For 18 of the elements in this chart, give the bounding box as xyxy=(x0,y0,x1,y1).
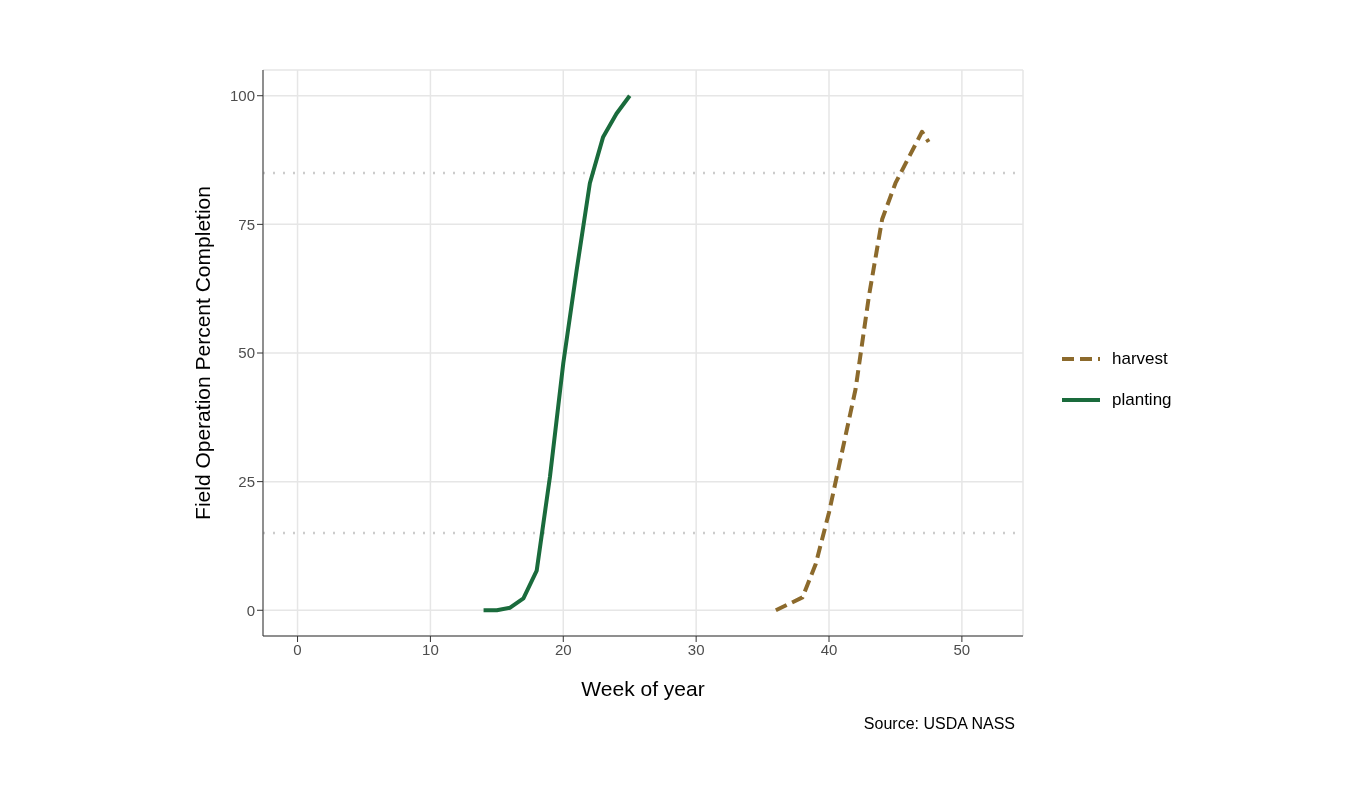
y-tick-label: 0 xyxy=(246,601,255,619)
x-tick-label: 20 xyxy=(554,640,572,658)
y-tick-label: 50 xyxy=(238,344,255,362)
line-series xyxy=(481,93,632,613)
x-tick-label: 50 xyxy=(953,640,971,658)
x-tick-label: 0 xyxy=(293,640,302,658)
y-tick-label: 100 xyxy=(229,87,255,105)
x-tick-label: 30 xyxy=(687,640,705,658)
x-axis-title: Week of year xyxy=(581,677,705,700)
x-tick-label: 10 xyxy=(422,640,439,658)
source-note: Source: USDA NASS xyxy=(863,715,1015,733)
line-series xyxy=(773,129,931,613)
legend-label: planting xyxy=(1112,389,1172,410)
y-axis-title: Field Operation Percent Completion xyxy=(191,186,215,520)
legend-label: harvest xyxy=(1112,348,1168,369)
y-tick-label: 25 xyxy=(238,472,255,490)
y-tick-label: 75 xyxy=(238,215,255,233)
x-tick-label: 40 xyxy=(820,640,838,658)
